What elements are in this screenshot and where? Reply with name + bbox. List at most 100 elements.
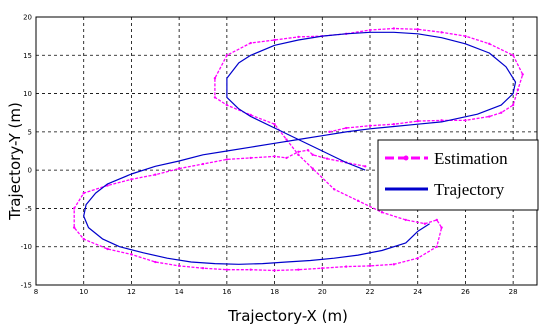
series-estimation-point [416, 257, 419, 260]
series-estimation-point [72, 226, 76, 229]
series-estimation-point [344, 126, 348, 130]
series-estimation-point [154, 173, 157, 176]
x-tick-label: 22 [366, 288, 375, 296]
plot-area [72, 27, 524, 272]
x-tick-label: 20 [318, 288, 327, 296]
series-estimation-point [356, 199, 360, 202]
y-tick-label: -10 [21, 243, 32, 251]
series-estimation-point [306, 149, 310, 152]
series-estimation-point [273, 269, 276, 272]
series-estimation-point [325, 157, 329, 160]
series-estimation-point [392, 27, 396, 30]
series-estimation-point [130, 178, 133, 181]
series-estimation-point [297, 150, 300, 153]
series-estimation-point [488, 115, 491, 118]
x-tick-label: 26 [461, 288, 470, 296]
x-axis-label: Trajectory-X (m) [227, 307, 348, 325]
series-estimation-point [368, 28, 372, 32]
series-estimation-point [511, 103, 515, 107]
series-estimation-point [213, 96, 217, 99]
series-estimation-point [249, 156, 252, 160]
y-tick-label: 20 [23, 14, 32, 22]
y-tick-label: 0 [28, 167, 32, 175]
series-estimation-point [225, 268, 229, 271]
y-tick-label: -5 [25, 205, 32, 213]
series-estimation-point [273, 155, 276, 158]
series-estimation-point [416, 28, 419, 31]
series-estimation-point [225, 158, 229, 161]
y-tick-label: -15 [21, 282, 32, 290]
x-tick-label: 16 [222, 288, 231, 296]
series-estimation-point [177, 264, 181, 268]
series-estimation-point [249, 41, 252, 45]
series-estimation-point [213, 77, 217, 80]
series-estimation-point [464, 119, 467, 122]
series-estimation-point [328, 130, 331, 134]
series-estimation-point [344, 265, 348, 268]
legend-box [377, 139, 539, 211]
legend-estimation-marker [403, 155, 409, 161]
series-estimation-point [297, 35, 300, 39]
series-estimation-point [82, 237, 85, 241]
series-estimation-point [249, 268, 252, 271]
y-axis-label: Trajectory-Y (m) [6, 102, 24, 221]
x-tick-label: 12 [127, 288, 136, 296]
tick-labels: 8 10 12 14 16 18 20 22 24 26 28 -15 -10 -5 0 5 10 15 20 [21, 14, 518, 297]
y-tick-label: 5 [28, 128, 32, 136]
legend: Estimation Trajectory [377, 139, 539, 211]
series-estimation-point [154, 260, 157, 264]
series-estimation-point [273, 38, 276, 42]
series-estimation-point [521, 73, 524, 76]
series-estimation-point [368, 124, 372, 127]
series-estimation-point [368, 264, 372, 268]
x-tick-label: 24 [413, 288, 422, 296]
series-estimation-point [416, 119, 419, 123]
series-estimation-point [106, 247, 109, 251]
x-tick-label: 28 [509, 288, 518, 296]
series-estimation-point [364, 165, 367, 168]
series-estimation-point [488, 42, 491, 45]
series-estimation-point [440, 119, 443, 122]
series-estimation-point [297, 153, 300, 157]
series-estimation-point [321, 266, 324, 270]
series-estimation-line [73, 27, 524, 272]
legend-estimation-label: Estimation [434, 149, 508, 168]
x-tick-label: 8 [34, 288, 38, 296]
series-estimation-point [516, 88, 520, 91]
x-tick-label: 10 [79, 288, 88, 296]
series-estimation-point [311, 167, 314, 170]
series-estimation-point [130, 253, 133, 256]
series-estimation-point [440, 31, 443, 34]
x-tick-label: 14 [175, 288, 184, 296]
y-tick-label: 10 [23, 90, 32, 98]
series-estimation-point [500, 111, 503, 114]
series-trajectory-line [83, 31, 517, 265]
series-estimation-point [201, 162, 205, 166]
series-estimation-point [311, 153, 314, 157]
series-estimation-point [225, 54, 229, 57]
series-estimation-point [392, 123, 396, 126]
series-estimation-point [440, 226, 443, 229]
series-estimation-point [435, 218, 438, 222]
series-estimation-point [464, 34, 467, 38]
series-estimation-point [225, 103, 229, 107]
series-estimation-point [435, 245, 438, 248]
series-estimation-point [285, 156, 288, 160]
series-estimation-point [392, 263, 396, 266]
series-estimation-point [404, 218, 407, 222]
series-estimation-point [72, 207, 76, 210]
series-estimation-point [511, 54, 515, 57]
y-tick-label: 15 [23, 52, 32, 60]
series-estimation-point [177, 167, 181, 170]
legend-trajectory-label: Trajectory [434, 180, 505, 199]
series-estimation-point [423, 222, 427, 225]
series-estimation-point [273, 123, 276, 126]
series-estimation-point [82, 191, 85, 195]
series-estimation-point [201, 266, 205, 270]
series-estimation-point [285, 138, 288, 141]
x-tick-label: 18 [270, 288, 279, 296]
series-estimation-point [297, 268, 300, 271]
series-estimation-point [380, 211, 384, 214]
series-estimation-point [333, 188, 336, 191]
